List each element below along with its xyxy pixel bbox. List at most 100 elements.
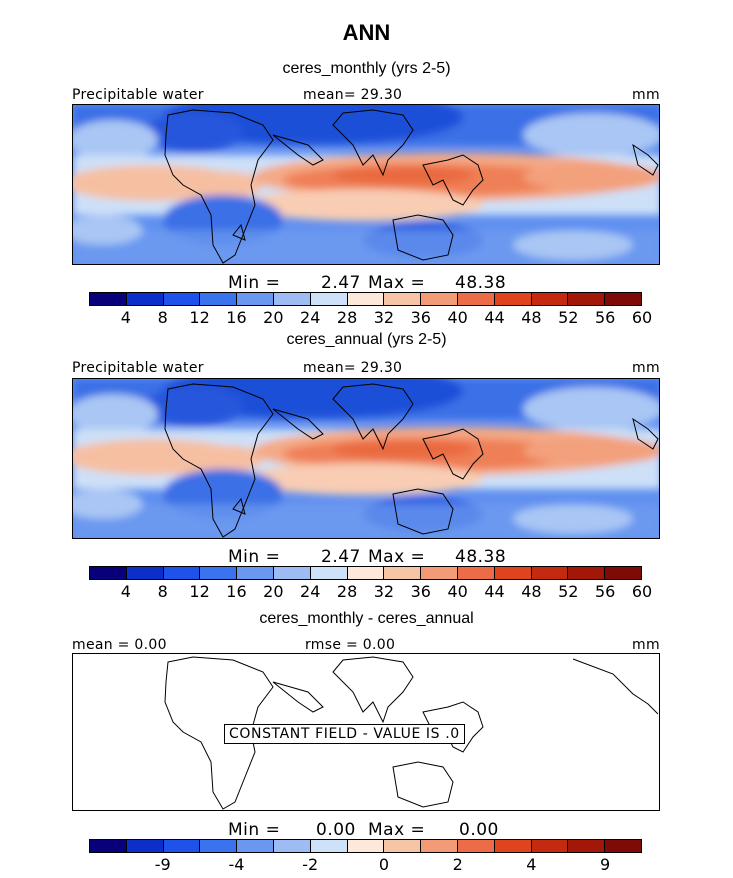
figure-title: ANN [342,20,391,45]
colorbar-tick-label: 40 [447,582,468,601]
colorbar-tick-label: 52 [558,582,579,601]
panel-1-min-value: 2.47 [321,273,361,293]
panel-3-subtitle: ceres_monthly - ceres_annual [259,610,474,627]
colorbar-tick-label: 44 [484,308,505,327]
colorbar-swatch [421,567,458,579]
colorbar-tick-label: 20 [263,582,284,601]
colorbar-swatch [457,840,495,852]
colorbar-swatch [310,567,348,579]
colorbar-swatch [494,840,532,852]
panel-2-map [72,378,660,539]
panel-1-map [72,104,660,265]
colorbar-swatch [310,293,348,305]
colorbar-swatch [568,567,606,579]
panel-2-subtitle: ceres_annual (yrs 2-5) [286,331,447,348]
colorbar-swatch [237,293,274,305]
panel-1-mean-label: mean= 29.30 [303,87,403,103]
colorbar-swatch [568,840,606,852]
colorbar-swatch [163,567,201,579]
panel-1-units-label: mm [632,87,660,103]
panel-3-min-value: 0.00 [316,820,356,840]
colorbar-tick-label: 36 [410,582,431,601]
colorbar-swatch [384,567,422,579]
panel-1-field [73,105,659,264]
colorbar-tick-label: 8 [157,582,168,601]
colorbar-tick-label: 44 [484,582,505,601]
panel-1-colorbar [89,292,642,306]
colorbar-swatch [457,567,495,579]
panel-3-colorbar [89,839,642,853]
colorbar-tick-label: 20 [263,308,284,327]
colorbar-swatch [384,293,422,305]
colorbar-tick-label: 4 [120,582,131,601]
panel-2-variable-label: Precipitable water [72,360,204,376]
panel-2-mean-label: mean= 29.30 [303,360,403,376]
colorbar-swatch [200,840,238,852]
colorbar-swatch [347,567,385,579]
colorbar-swatch [347,840,385,852]
panel-3-units-label: mm [632,637,660,653]
panel-3-max-label: Max = [368,820,426,840]
panel-3-min-label: Min = [228,820,281,840]
colorbar-tick-label: -2 [302,855,319,874]
colorbar-swatch [237,840,274,852]
colorbar-tick-label: 40 [447,308,468,327]
colorbar-tick-label: 9 [600,855,611,874]
panel-1-max-value: 48.38 [455,273,507,293]
colorbar-swatch [126,293,164,305]
colorbar-tick-label: 56 [594,308,616,327]
colorbar-tick-label: 12 [189,308,210,327]
colorbar-swatch [90,293,127,305]
colorbar-swatch [494,293,532,305]
colorbar-swatch [273,567,311,579]
colorbar-tick-label: 24 [300,308,321,327]
colorbar-swatch [200,293,238,305]
panel-2-units-label: mm [632,360,660,376]
colorbar-swatch [531,293,569,305]
colorbar-tick-label: 32 [373,582,395,601]
colorbar-tick-label: 32 [373,308,395,327]
colorbar-tick-label: 0 [378,855,390,874]
colorbar-swatch [163,840,201,852]
colorbar-tick-label: 48 [521,582,542,601]
panel-2-max-label: Max = [368,547,426,567]
colorbar-swatch [421,840,458,852]
colorbar-swatch [126,567,164,579]
colorbar-tick-label: 52 [558,308,579,327]
colorbar-tick-label: 56 [594,582,616,601]
colorbar-tick-label: 4 [120,308,131,327]
panel-1-variable-label: Precipitable water [72,87,204,103]
panel-2-colorbar-ticks: 4 8 12 16 20 24 28 32 36 40 44 48 52 56 60 [0,582,733,602]
colorbar-tick-label: 16 [226,582,247,601]
panel-3-colorbar-ticks: -9 -4 -2 0 2 4 9 [0,855,733,875]
panel-1-max-label: Max = [368,273,426,293]
panel-2-min-value: 2.47 [321,547,361,567]
colorbar-swatch [273,293,311,305]
colorbar-swatch [568,293,606,305]
colorbar-swatch [310,840,348,852]
colorbar-swatch [605,567,641,579]
colorbar-swatch [163,293,201,305]
colorbar-tick-label: 28 [336,582,358,601]
panel-1-colorbar-ticks: 4 8 12 16 20 24 28 32 36 40 44 48 52 56 60 [0,308,733,328]
colorbar-tick-label: 28 [336,308,358,327]
colorbar-tick-label: 12 [189,582,210,601]
panel-2-min-label: Min = [228,547,281,567]
colorbar-tick-label: 2 [452,855,463,874]
panel-2-max-value: 48.38 [455,547,507,567]
colorbar-swatch [605,840,641,852]
panel-2-colorbar [89,566,642,580]
colorbar-tick-label: 60 [631,582,653,601]
colorbar-swatch [494,567,532,579]
panel-2-field [73,379,659,538]
colorbar-swatch [237,567,274,579]
panel-1-min-label: Min = [228,273,281,293]
colorbar-tick-label: 36 [410,308,431,327]
colorbar-swatch [605,293,641,305]
colorbar-swatch [90,567,127,579]
panel-3-mean-label: mean = 0.00 [72,637,167,653]
colorbar-swatch [457,293,495,305]
colorbar-tick-label: 48 [521,308,542,327]
colorbar-swatch [384,840,422,852]
colorbar-swatch [200,567,238,579]
